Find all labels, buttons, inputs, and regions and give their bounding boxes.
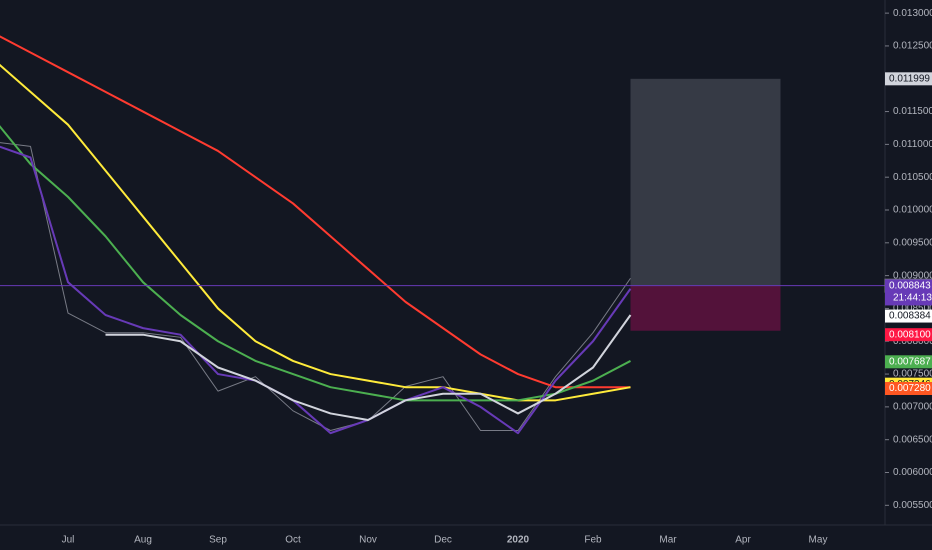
x-tick-label: Oct [285, 535, 301, 546]
price-tag-label: 0.007687 [889, 356, 931, 367]
price-tag [885, 309, 932, 323]
x-tick-label: Aug [134, 535, 152, 546]
stop-zone [630, 285, 781, 331]
y-tick-label: 0.008000 [893, 336, 932, 347]
x-tick-label: Sep [209, 535, 227, 546]
x-tick-label: May [809, 535, 828, 546]
y-tick-label: 0.007000 [893, 402, 932, 413]
y-tick-label: 0.009000 [893, 270, 932, 281]
y-tick-label: 0.010000 [893, 205, 932, 216]
y-tick-label: 0.010500 [893, 172, 932, 183]
y-tick-label: 0.006500 [893, 434, 932, 445]
y-tick-label: 0.011000 [893, 139, 932, 150]
y-tick-label: 0.005500 [893, 500, 932, 511]
y-tick-label: 0.008500 [893, 303, 932, 314]
y-tick-label: 0.007500 [893, 369, 932, 380]
price-tag-label: 0.007280 [889, 383, 931, 394]
price-tag-label: 0.008384 [889, 311, 931, 322]
price-tag-label: 0.008843 [889, 281, 931, 292]
x-tick-label: Feb [584, 535, 602, 546]
price-tag [885, 355, 932, 369]
x-tick-label: 2020 [507, 535, 530, 546]
series-line [105, 314, 632, 421]
x-tick-label: Mar [659, 535, 677, 546]
price-tag [885, 72, 932, 86]
plot-area [0, 35, 885, 435]
price-tag-label: 0.011999 [889, 73, 930, 84]
target-zone [630, 78, 781, 286]
series-line [0, 35, 631, 389]
x-tick-label: Apr [735, 535, 751, 546]
series-line [0, 142, 631, 431]
countdown: 21:44:13 [893, 293, 932, 304]
price-tag [885, 382, 932, 395]
y-tick-label: 0.012500 [893, 41, 932, 52]
price-tag [885, 328, 932, 342]
series-line [0, 125, 631, 402]
series-line [0, 63, 631, 402]
y-tick-label: 0.006000 [893, 467, 932, 478]
x-tick-label: Dec [434, 535, 452, 546]
x-tick-label: Jul [62, 535, 75, 546]
y-tick-label: 0.011500 [893, 106, 932, 117]
y-tick-label: 0.009500 [893, 237, 932, 248]
series-line [0, 145, 632, 435]
price-tag-label: 0.008100 [889, 329, 931, 340]
price-tag [885, 279, 932, 306]
y-tick-label: 0.013000 [893, 8, 932, 19]
x-tick-label: Nov [359, 535, 377, 546]
